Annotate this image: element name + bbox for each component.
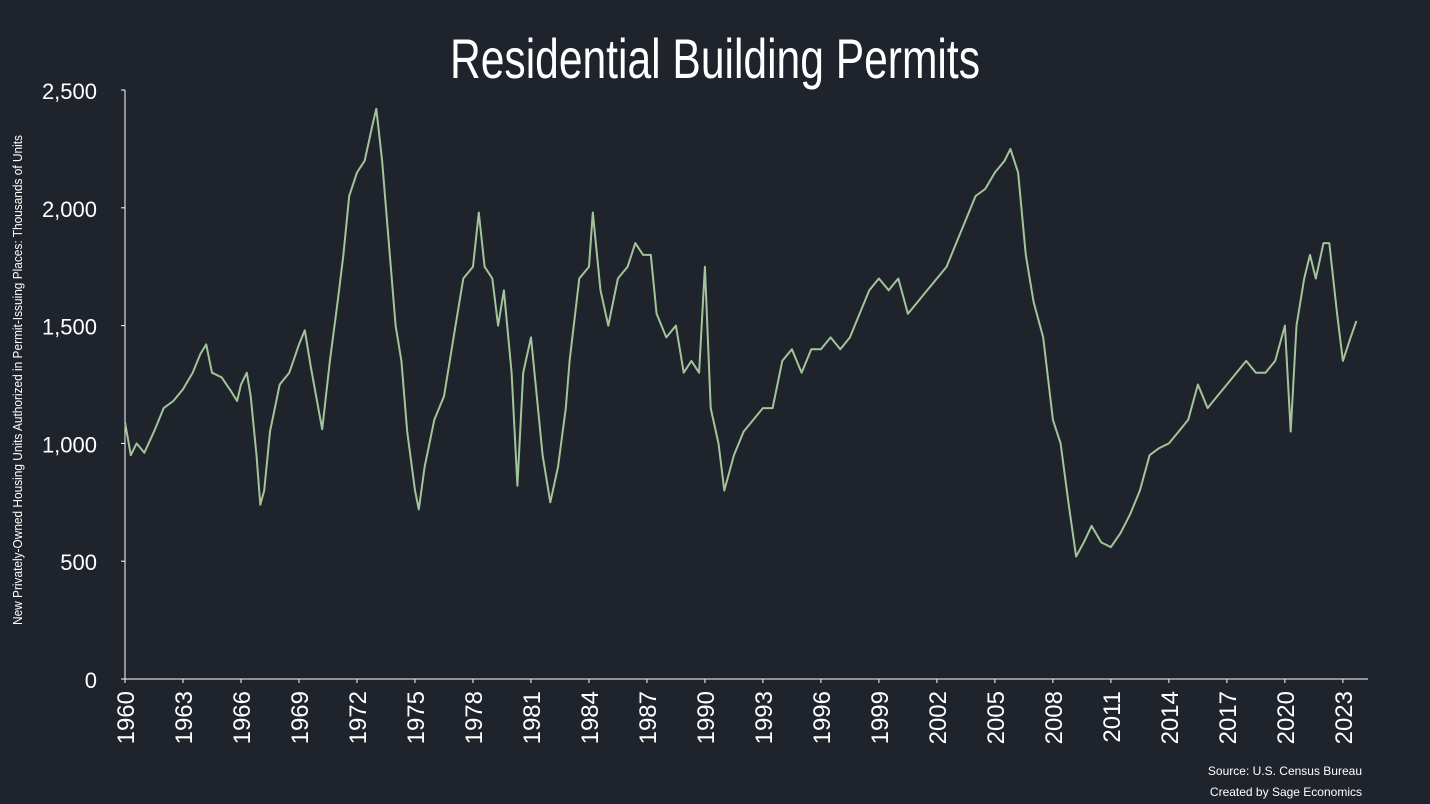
y-tick-label: 1,500 — [42, 315, 97, 340]
x-tick-label: 1969 — [287, 691, 314, 744]
x-tick-label: 1963 — [171, 691, 198, 744]
x-tick-label: 2017 — [1215, 691, 1242, 744]
y-tick-label: 0 — [85, 668, 97, 693]
x-tick-label: 1981 — [519, 691, 546, 744]
y-tick-label: 2,000 — [42, 197, 97, 222]
x-tick-label: 1999 — [867, 691, 894, 744]
x-tick-label: 1993 — [751, 691, 778, 744]
x-tick-label: 2020 — [1273, 691, 1300, 744]
x-tick-label: 1972 — [345, 691, 372, 744]
x-tick-label: 1987 — [635, 691, 662, 744]
x-tick-label: 1978 — [461, 691, 488, 744]
x-tick-label: 1996 — [809, 691, 836, 744]
x-tick-label: 1966 — [229, 691, 256, 744]
y-tick-label: 2,500 — [42, 79, 97, 104]
chart-title: Residential Building Permits — [450, 27, 980, 90]
x-tick-label: 1990 — [693, 691, 720, 744]
x-tick-label: 2014 — [1157, 691, 1184, 744]
x-tick-label: 1975 — [403, 691, 430, 744]
x-tick-label: 2011 — [1099, 691, 1126, 743]
x-tick-label: 2008 — [1041, 691, 1068, 744]
x-tick-label: 2023 — [1331, 691, 1358, 744]
y-tick-label: 1,000 — [42, 432, 97, 457]
x-tick-label: 2005 — [983, 691, 1010, 744]
data-line — [124, 107, 1358, 558]
y-axis-label: New Privately-Owned Housing Units Author… — [10, 135, 25, 625]
x-tick-label: 2002 — [925, 691, 952, 744]
y-tick-label: 500 — [60, 550, 97, 575]
credit: Created by Sage Economics — [1210, 785, 1362, 799]
x-tick-label: 1960 — [113, 691, 140, 744]
x-tick-label: 1984 — [577, 691, 604, 744]
source: Source: U.S. Census Bureau — [1208, 764, 1362, 778]
